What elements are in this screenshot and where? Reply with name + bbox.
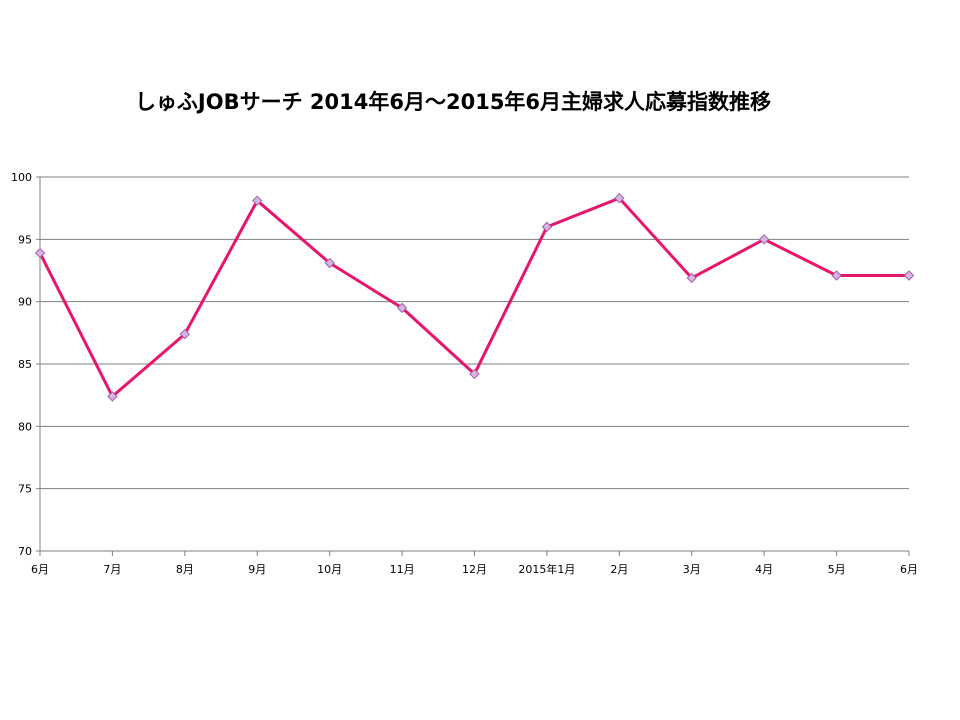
x-tick-label: 2月 — [610, 563, 628, 576]
x-tick-label: 3月 — [683, 563, 701, 576]
data-point-10月 — [324, 257, 335, 269]
x-tick-label: 12月 — [462, 563, 487, 576]
x-tick-label: 10月 — [317, 563, 342, 576]
x-tick-label: 6月 — [31, 563, 49, 576]
data-point-3月 — [686, 272, 697, 284]
y-tick-label: 70 — [18, 545, 32, 558]
y-tick-label: 85 — [18, 358, 32, 371]
data-point-2015年1月 — [541, 221, 553, 233]
x-tick-label: 5月 — [828, 563, 846, 576]
data-point-9月 — [252, 195, 263, 206]
x-tick-label: 8月 — [176, 563, 194, 576]
y-tick-label: 90 — [18, 296, 32, 309]
x-tick-label: 7月 — [103, 563, 121, 576]
data-point-5月 — [831, 270, 842, 281]
data-point-6月 — [903, 270, 915, 281]
data-point-11月 — [396, 302, 408, 314]
y-tick-label: 100 — [11, 171, 32, 184]
x-tick-label: 9月 — [248, 563, 266, 576]
series — [34, 192, 915, 402]
x-tick-label: 2015年1月 — [518, 562, 575, 576]
y-tick-label: 75 — [18, 483, 32, 496]
data-point-7月 — [107, 391, 118, 402]
x-tick-labels: 6月 7月 8月 9月 10月 11月 12月 2015年1月 2月 3月 4月 5月 6月 — [31, 562, 918, 576]
data-point-6月 — [34, 247, 46, 259]
chart-title: しゅふJOBサーチ 2014年6月～2015年6月主婦求人応募指数推移 — [134, 90, 772, 114]
y-tick-label: 80 — [18, 420, 32, 433]
axes — [36, 176, 910, 556]
y-tick-labels: 70 75 80 85 90 95 100 — [11, 171, 32, 558]
x-tick-label: 6月 — [900, 563, 918, 576]
x-tick-label: 11月 — [390, 563, 415, 576]
y-tick-label: 95 — [18, 233, 32, 246]
data-point-4月 — [758, 234, 770, 245]
data-point-8月 — [179, 328, 191, 340]
data-point-12月 — [469, 368, 480, 380]
gridlines — [40, 176, 909, 490]
data-point-2月 — [614, 192, 625, 204]
x-tick-label: 4月 — [755, 563, 773, 576]
series-line — [38, 196, 909, 398]
